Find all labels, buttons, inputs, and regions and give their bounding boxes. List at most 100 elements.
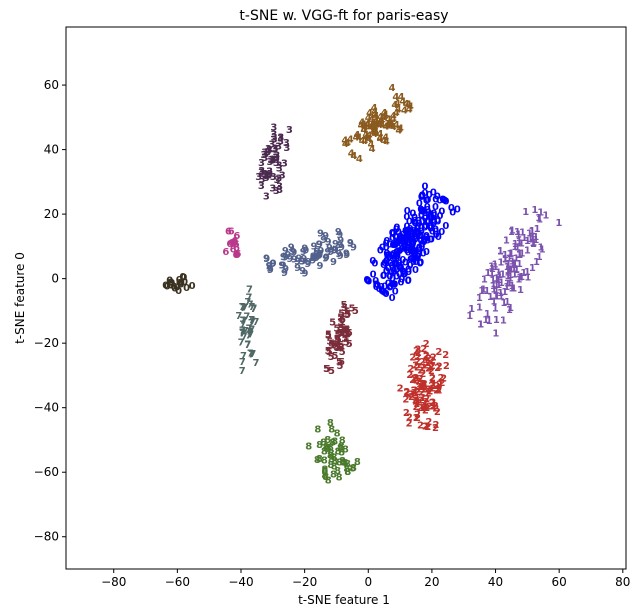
data-point: 2 [413, 397, 420, 408]
data-point: 6 [222, 247, 229, 258]
data-point: 4 [401, 105, 408, 116]
data-point: 4 [371, 103, 378, 114]
data-point: 4 [368, 140, 375, 151]
data-point: 9 [338, 243, 345, 254]
data-point: 8 [343, 464, 350, 475]
data-point: 7 [250, 303, 257, 314]
data-point: 8 [344, 467, 351, 478]
data-point: 0 [386, 282, 393, 293]
data-point: 0 [181, 277, 188, 288]
data-point: 0 [410, 245, 417, 256]
data-point: 0 [391, 240, 398, 251]
data-point: 0 [183, 283, 190, 294]
data-point: 3 [275, 142, 282, 153]
data-point: 9 [263, 253, 270, 264]
data-point: 8 [327, 442, 334, 453]
data-point: 2 [432, 401, 439, 412]
data-point: 0 [419, 239, 426, 250]
data-point: 0 [383, 289, 390, 300]
data-point: 0 [396, 263, 403, 274]
data-point: 0 [389, 261, 396, 272]
data-point: 1 [516, 250, 523, 261]
data-point: 2 [413, 402, 420, 413]
data-point: 4 [371, 107, 378, 118]
data-point: 0 [422, 213, 429, 224]
data-point: 2 [432, 404, 439, 415]
data-point: 2 [411, 385, 418, 396]
data-point: 0 [175, 286, 182, 297]
data-point: 2 [413, 346, 420, 357]
data-point: 0 [392, 240, 399, 251]
data-point: 0 [395, 237, 402, 248]
data-point: 1 [510, 283, 517, 294]
data-point: 8 [327, 451, 334, 462]
data-point: 0 [379, 242, 386, 253]
data-point: 0 [413, 226, 420, 237]
data-point: 4 [378, 116, 385, 127]
data-point: 0 [395, 227, 402, 238]
data-point: 0 [424, 217, 431, 228]
data-point: 1 [519, 228, 526, 239]
data-point: 4 [356, 154, 363, 165]
data-point: 8 [344, 459, 351, 470]
data-point: 1 [502, 254, 509, 265]
data-point: 0 [413, 253, 420, 264]
data-point: 1 [493, 315, 500, 326]
data-point: 2 [419, 363, 426, 374]
data-point: 0 [369, 256, 376, 267]
data-point: 5 [328, 366, 335, 377]
data-point: 5 [326, 347, 333, 358]
data-point: 1 [535, 213, 542, 224]
data-point: 2 [424, 422, 431, 433]
data-point: 5 [344, 309, 351, 320]
data-point: 9 [302, 246, 309, 257]
data-point: 2 [402, 394, 409, 405]
data-point: 1 [505, 259, 512, 270]
data-point: 0 [443, 197, 450, 208]
y-axis-ticks: −80 −60 −40 −20 0 20 40 60 [34, 78, 66, 544]
data-point: 8 [322, 472, 329, 483]
data-point: 1 [508, 227, 515, 238]
data-point: 0 [178, 278, 185, 289]
data-point: 9 [313, 247, 320, 258]
data-point: 0 [405, 226, 412, 237]
data-point: 8 [350, 463, 357, 474]
data-point: 0 [417, 204, 424, 215]
y-tick-label: −80 [34, 530, 59, 544]
data-point: 0 [410, 257, 417, 268]
data-point: 4 [377, 117, 384, 128]
data-point: 0 [176, 278, 183, 289]
data-point: 1 [507, 270, 514, 281]
data-point: 9 [299, 266, 306, 277]
data-point: 0 [410, 254, 417, 265]
data-point: 0 [415, 216, 422, 227]
data-point: 1 [466, 311, 473, 322]
data-point: 0 [178, 280, 185, 291]
data-point: 3 [264, 147, 271, 158]
data-point: 0 [430, 188, 437, 199]
data-point: 2 [420, 403, 427, 414]
data-point: 5 [328, 338, 335, 349]
data-point: 0 [386, 253, 393, 264]
data-point: 2 [411, 386, 418, 397]
data-point: 0 [396, 261, 403, 272]
data-point: 8 [325, 443, 332, 454]
data-point: 9 [266, 264, 273, 275]
data-point: 9 [320, 235, 327, 246]
data-point: 3 [276, 182, 283, 193]
data-point: 0 [409, 253, 416, 264]
data-point: 7 [246, 293, 253, 304]
data-point: 0 [414, 227, 421, 238]
data-point: 3 [273, 158, 280, 169]
data-point: 0 [391, 280, 398, 291]
data-point: 0 [394, 246, 401, 257]
data-point: 2 [435, 347, 442, 358]
data-point: 1 [504, 262, 511, 273]
data-point: 1 [511, 242, 518, 253]
data-point: 0 [396, 235, 403, 246]
data-point: 4 [362, 130, 369, 141]
data-point: 0 [405, 267, 412, 278]
data-point: 0 [405, 248, 412, 259]
x-tick-label: −80 [101, 575, 126, 589]
